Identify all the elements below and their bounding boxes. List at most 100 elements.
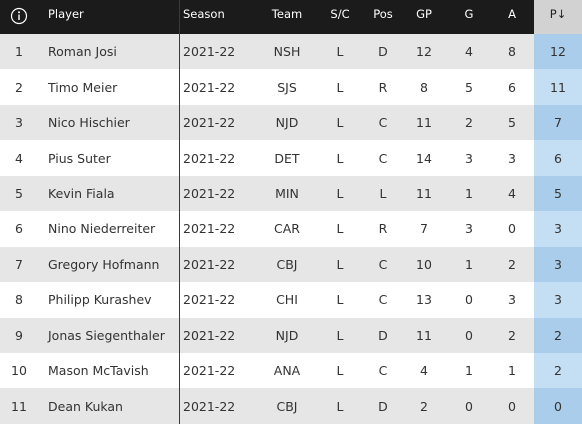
goals-cell: 3 — [465, 221, 473, 237]
rank-cell: 6 — [15, 221, 23, 237]
assists-cell: 0 — [508, 398, 516, 414]
goals-cell: 1 — [465, 363, 473, 379]
column-header[interactable]: Team — [271, 7, 303, 21]
assists-cell: 4 — [508, 185, 516, 201]
player-name-cell: Philipp Kurashev — [38, 282, 180, 318]
position-cell: L — [379, 185, 387, 201]
team-cell: CHI — [276, 292, 298, 308]
rank-cell: 2 — [15, 79, 23, 95]
season-cell: 2021-22 — [183, 44, 236, 60]
position-cell: C — [378, 150, 388, 166]
team-cell: CBJ — [276, 256, 298, 272]
team-cell: MIN — [275, 185, 299, 201]
column-header[interactable]: P↓ — [534, 0, 582, 34]
assists-cell: 3 — [508, 150, 516, 166]
points-cell: 0 — [534, 388, 582, 424]
player-name-cell: Gregory Hofmann — [38, 246, 180, 283]
points-cell: 2 — [534, 352, 582, 389]
table-row: 2 Timo Meier 2021-22 SJS L R 8 5 6 11 — [0, 69, 582, 105]
goals-cell: 3 — [465, 150, 473, 166]
games-played-cell: 14 — [416, 150, 432, 166]
position-cell: C — [378, 292, 388, 308]
points-cell: 12 — [534, 34, 582, 70]
assists-cell: 5 — [508, 115, 516, 131]
points-cell: 3 — [534, 246, 582, 283]
assists-cell: 6 — [508, 79, 516, 95]
position-cell: R — [378, 221, 388, 237]
points-cell: 5 — [534, 175, 582, 212]
player-name-cell: Mason McTavish — [38, 352, 180, 389]
shoots-catches-cell: L — [336, 185, 344, 201]
season-cell: 2021-22 — [183, 185, 236, 201]
column-header[interactable]: Pos — [373, 7, 393, 21]
rank-cell: 7 — [15, 256, 23, 272]
assists-cell: 8 — [508, 44, 516, 60]
goals-cell: 1 — [465, 256, 473, 272]
column-header[interactable]: A — [508, 7, 516, 21]
points-cell: 11 — [534, 69, 582, 105]
player-name-cell: Pius Suter — [38, 140, 180, 176]
table-row: 1 Roman Josi 2021-22 NSH L D 12 4 8 12 — [0, 34, 582, 70]
table-row: 10 Mason McTavish 2021-22 ANA L C 4 1 1 2 — [0, 352, 582, 389]
header-row: Player Season Team S/C Pos GP G A P↓ — [0, 0, 582, 34]
season-cell: 2021-22 — [183, 256, 236, 272]
shoots-catches-cell: L — [336, 44, 344, 60]
player-name-cell: Kevin Fiala — [38, 175, 180, 212]
assists-cell: 1 — [508, 363, 516, 379]
position-cell: D — [378, 44, 388, 60]
assists-cell: 2 — [508, 327, 516, 343]
position-cell: R — [378, 79, 388, 95]
column-header[interactable]: S/C — [330, 7, 350, 21]
season-cell: 2021-22 — [183, 79, 236, 95]
season-cell: 2021-22 — [183, 363, 236, 379]
player-name-cell: Dean Kukan — [38, 388, 180, 424]
shoots-catches-cell: L — [336, 221, 344, 237]
table-row: 6 Nino Niederreiter 2021-22 CAR L R 7 3 0 3 — [0, 211, 582, 247]
games-played-cell: 4 — [420, 363, 428, 379]
season-cell: 2021-22 — [183, 150, 236, 166]
table-row: 8 Philipp Kurashev 2021-22 CHI L C 13 0 3 3 — [0, 282, 582, 318]
goals-cell: 5 — [465, 79, 473, 95]
info-icon[interactable] — [0, 0, 38, 34]
player-name-cell: Nino Niederreiter — [38, 211, 180, 247]
rank-cell: 8 — [15, 292, 23, 308]
team-cell: ANA — [273, 363, 301, 379]
table-row: 3 Nico Hischier 2021-22 NJD L C 11 2 5 7 — [0, 104, 582, 141]
rank-cell: 9 — [15, 327, 23, 343]
position-cell: C — [378, 256, 388, 272]
player-name-cell: Timo Meier — [38, 69, 180, 105]
games-played-cell: 7 — [420, 221, 428, 237]
position-cell: C — [378, 363, 388, 379]
points-cell: 6 — [534, 140, 582, 176]
position-cell: D — [378, 327, 388, 343]
team-cell: NJD — [275, 115, 299, 131]
column-header[interactable]: Season — [183, 7, 225, 21]
shoots-catches-cell: L — [336, 363, 344, 379]
rank-cell: 4 — [15, 150, 23, 166]
player-name-cell: Nico Hischier — [38, 104, 180, 141]
team-cell: CBJ — [276, 398, 298, 414]
goals-cell: 0 — [465, 398, 473, 414]
goals-cell: 4 — [465, 44, 473, 60]
season-cell: 2021-22 — [183, 115, 236, 131]
points-cell: 3 — [534, 282, 582, 318]
shoots-catches-cell: L — [336, 398, 344, 414]
team-cell: DET — [274, 150, 300, 166]
points-cell: 2 — [534, 317, 582, 353]
column-header[interactable]: GP — [416, 7, 432, 21]
games-played-cell: 8 — [420, 79, 428, 95]
games-played-cell: 13 — [416, 292, 432, 308]
table-row: 5 Kevin Fiala 2021-22 MIN L L 11 1 4 5 — [0, 175, 582, 212]
player-name-cell: Roman Josi — [38, 34, 180, 70]
goals-cell: 1 — [465, 185, 473, 201]
games-played-cell: 11 — [416, 185, 432, 201]
goals-cell: 0 — [465, 327, 473, 343]
points-cell: 3 — [534, 211, 582, 247]
shoots-catches-cell: L — [336, 79, 344, 95]
position-cell: D — [378, 398, 388, 414]
column-header[interactable]: Player — [38, 0, 180, 34]
position-cell: C — [378, 115, 388, 131]
shoots-catches-cell: L — [336, 115, 344, 131]
column-header[interactable]: G — [464, 7, 474, 21]
